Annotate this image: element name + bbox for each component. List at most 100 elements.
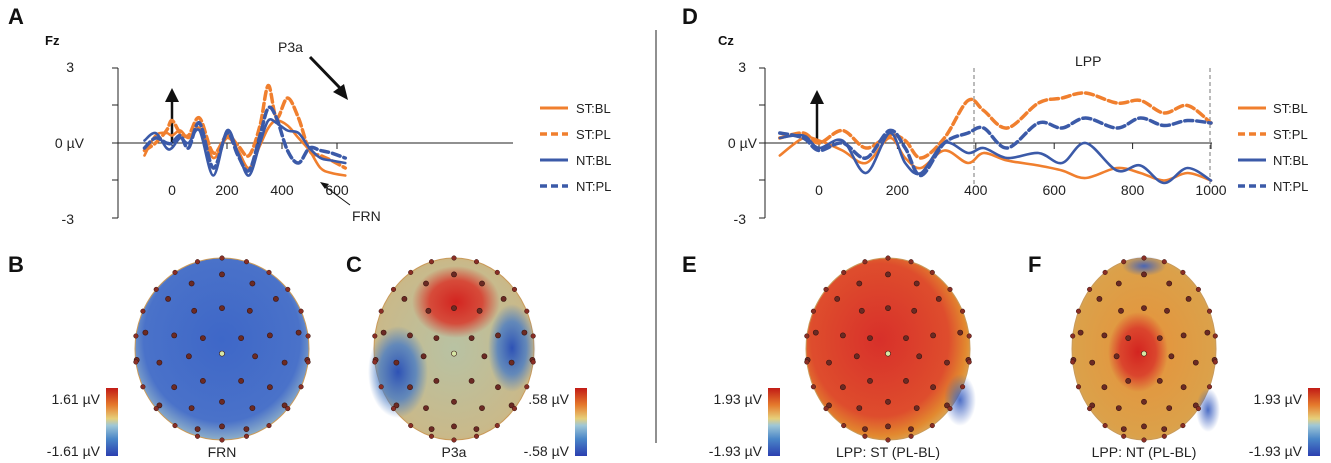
panel-label-a: A — [8, 4, 24, 29]
panel-label-e: E — [682, 252, 697, 277]
electrode-dot-rim — [266, 423, 272, 429]
electrode-dot — [903, 335, 909, 341]
electrode-dot — [380, 329, 387, 336]
electrode-dot-rim — [966, 359, 972, 365]
electrode-dot-rim — [960, 384, 966, 390]
electrode-dot — [188, 280, 195, 287]
topo-b-electrodes — [133, 255, 311, 443]
erp-right-electrode: Cz — [718, 33, 734, 48]
electrode-dot-rim — [172, 423, 178, 429]
electrode-dot — [451, 423, 457, 430]
electrode-dot — [243, 426, 250, 432]
electrode-dot — [249, 405, 256, 411]
electrode-dot — [1180, 332, 1187, 339]
electrode-dot-rim — [378, 308, 384, 314]
electrode-dot — [199, 335, 206, 341]
electrode-dot-rim — [947, 286, 953, 292]
electrode-dot-rim — [804, 333, 810, 339]
xtick-label: 1000 — [1195, 182, 1226, 198]
electrode-dot — [393, 359, 400, 366]
electrode-dot-rim — [862, 259, 868, 265]
xtick-label: 200 — [886, 182, 910, 198]
electrode-dot — [451, 305, 457, 311]
electrode-dot — [185, 353, 192, 360]
legend-left-st-bl: ST:BL — [576, 101, 611, 116]
topo-b-colorbar — [106, 388, 118, 456]
xtick-label: 400 — [964, 182, 988, 198]
topo-f-max-label: 1.93 µV — [1253, 391, 1302, 407]
electrode-dot-rim — [908, 259, 914, 265]
topo-c-frontal-positive — [412, 266, 500, 338]
electrode-dot-rim — [473, 259, 480, 265]
electrode-dot-rim — [841, 269, 847, 275]
electrode-dot — [840, 384, 846, 391]
electrode-dot-rim — [885, 255, 891, 261]
erp-left-frn-arrowhead — [320, 182, 329, 189]
legend-right-st-bl: ST:BL — [1273, 101, 1308, 116]
electrode-dot-rim — [378, 384, 384, 390]
erp-left-p3a-arrowhead — [333, 84, 348, 100]
electrode-dot-rim — [219, 255, 225, 261]
topo-b-caption: FRN — [208, 444, 237, 460]
topo-b-min-label: -1.61 µV — [47, 443, 101, 459]
topo-c-max-label: .58 µV — [528, 391, 569, 407]
electrode-dot — [476, 307, 483, 314]
electrode-dot — [885, 423, 891, 430]
electrode-dot-rim — [494, 269, 500, 275]
electrode-dot — [468, 335, 475, 341]
topo-f-frontal-blue — [1122, 256, 1166, 276]
electrode-dot — [930, 384, 936, 391]
series-line-nt-pl — [142, 105, 348, 173]
electrode-dot-rim — [372, 359, 378, 365]
electrode-dot — [428, 426, 435, 432]
topo-f-colorbar — [1308, 388, 1320, 456]
series-line-nt-pl — [778, 116, 1213, 178]
electrode-dot-rim — [140, 384, 146, 390]
electrode-dot — [188, 405, 195, 411]
electrode-dot — [199, 377, 206, 384]
panel-label-f: F — [1028, 252, 1041, 277]
erp-left-series — [142, 83, 348, 177]
erp-left-onset-arrowhead — [165, 88, 179, 102]
topomap-e: LPP: ST (PL-BL) 1.93 µV -1.93 µV — [709, 255, 976, 460]
electrode-dot — [885, 350, 891, 357]
electrode-dot — [913, 405, 920, 411]
erp-left-xticks: 0 200 400 600 — [168, 143, 349, 198]
electrode-dot-rim — [1121, 433, 1127, 439]
electrode-dot-rim — [243, 433, 250, 439]
electrode-dot — [834, 295, 841, 302]
panel-label-d: D — [682, 4, 698, 29]
electrode-dot-rim — [305, 359, 311, 365]
electrode-dot-rim — [140, 308, 146, 314]
electrode-dot-rim — [133, 333, 139, 339]
legend-left-nt-pl: NT:PL — [576, 179, 611, 194]
electrode-dot — [867, 335, 873, 341]
electrode-dot — [856, 405, 863, 411]
electrode-dot-rim — [823, 406, 829, 412]
electrode-dot — [930, 332, 936, 339]
electrode-dot — [433, 335, 440, 341]
electrode-dot — [219, 423, 225, 430]
erp-right-ytick-label-bottom: -3 — [734, 211, 747, 227]
electrode-dot-rim — [372, 333, 378, 339]
electrode-dot — [1141, 423, 1147, 430]
electrode-dot-rim — [1102, 269, 1108, 275]
panel-label-b: B — [8, 252, 24, 277]
electrode-dot — [1141, 350, 1147, 357]
electrode-dot — [295, 329, 302, 336]
electrode-dot — [1125, 377, 1132, 384]
electrode-dot-rim — [862, 433, 868, 439]
electrode-dot-rim — [524, 308, 530, 314]
electrode-dot — [957, 329, 964, 336]
electrode-dot — [219, 398, 225, 405]
electrode-dot — [911, 307, 918, 314]
topo-c-min-label: -.58 µV — [524, 443, 570, 459]
electrode-dot-rim — [219, 437, 225, 443]
topo-e-caption: LPP: ST (PL-BL) — [836, 444, 940, 460]
electrode-dot — [156, 402, 163, 409]
topomap-f: LPP: NT (PL-BL) 1.93 µV -1.93 µV — [1070, 255, 1320, 460]
electrode-dot-rim — [194, 433, 201, 439]
electrode-dot — [1185, 295, 1192, 302]
electrode-dot — [826, 359, 832, 366]
electrode-dot — [219, 305, 225, 311]
